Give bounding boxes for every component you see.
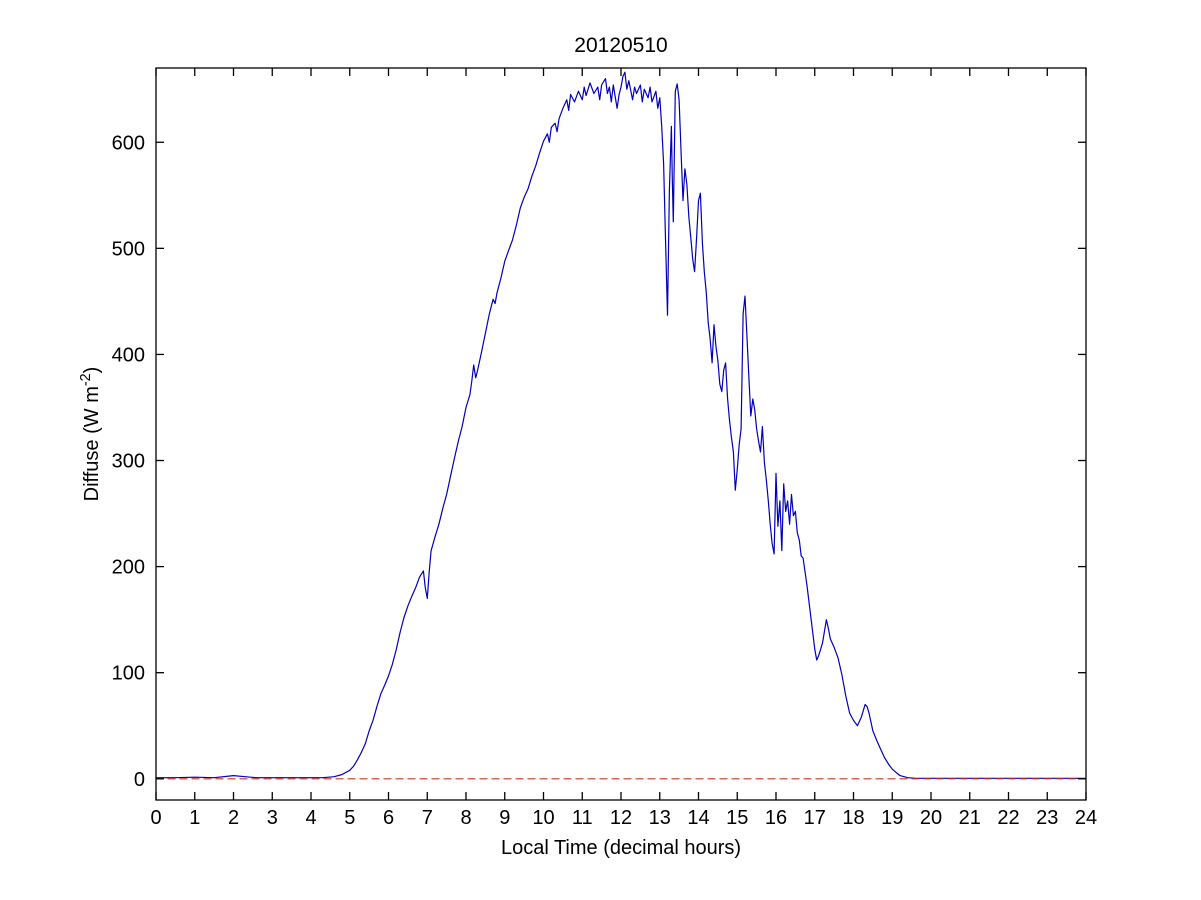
x-tick-label: 22 [997, 807, 1019, 829]
x-tick-label: 9 [499, 807, 510, 829]
x-tick-label: 14 [687, 807, 709, 829]
x-tick-label: 21 [959, 807, 981, 829]
chart-title: 20120510 [574, 34, 667, 57]
y-tick-label: 500 [112, 238, 145, 260]
x-tick-label: 3 [267, 807, 278, 829]
x-tick-label: 16 [765, 807, 787, 829]
x-axis-label: Local Time (decimal hours) [501, 837, 741, 859]
x-tick-label: 11 [572, 807, 593, 829]
x-tick-label: 15 [726, 807, 748, 829]
x-tick-label: 1 [189, 807, 200, 829]
y-tick-label: 400 [112, 344, 145, 366]
x-tick-label: 13 [649, 807, 671, 829]
series-diffuse [155, 71, 1087, 779]
y-tick-label: 0 [134, 769, 145, 791]
x-tick-label: 20 [920, 807, 942, 829]
x-tick-label: 4 [305, 807, 316, 829]
x-tick-label: 17 [804, 807, 826, 829]
y-tick-label: 300 [112, 451, 145, 473]
x-tick-label: 12 [610, 807, 632, 829]
y-tick-label: 600 [112, 132, 145, 154]
x-tick-label: 18 [842, 807, 864, 829]
x-tick-label: 6 [383, 807, 394, 829]
x-tick-label: 19 [881, 807, 903, 829]
x-tick-label: 10 [532, 807, 554, 829]
x-tick-label: 8 [460, 807, 471, 829]
x-tick-label: 23 [1036, 807, 1058, 829]
x-tick-label: 7 [422, 807, 433, 829]
x-tick-label: 2 [228, 807, 239, 829]
x-tick-label: 24 [1075, 807, 1097, 829]
y-axis-label: Diffuse (W m-2) [78, 367, 103, 502]
x-tick-label: 5 [344, 807, 355, 829]
y-tick-label: 100 [112, 663, 145, 685]
y-tick-label: 200 [112, 557, 145, 579]
x-tick-label: 0 [150, 807, 161, 829]
